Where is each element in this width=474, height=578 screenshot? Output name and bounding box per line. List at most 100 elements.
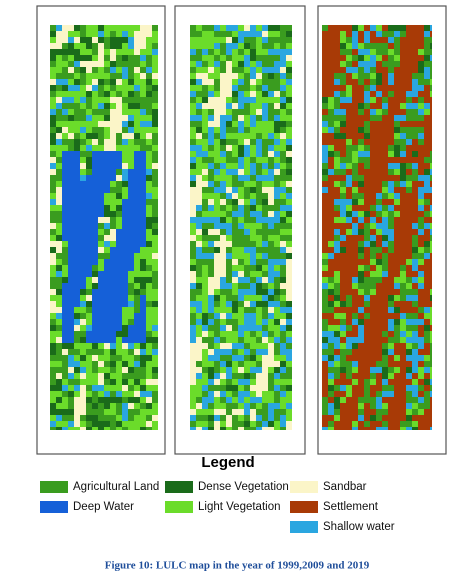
map-cell xyxy=(364,337,370,343)
map-cell xyxy=(334,133,340,139)
map-cell xyxy=(116,97,122,103)
map-cell xyxy=(80,415,86,421)
map-cell xyxy=(394,115,400,121)
map-cell xyxy=(68,61,74,67)
map-cell xyxy=(394,181,400,187)
map-cell xyxy=(250,277,256,283)
map-cell xyxy=(122,367,128,373)
map-cell xyxy=(152,181,158,187)
map-cell xyxy=(238,37,244,43)
map-cell xyxy=(388,361,394,367)
map-cell xyxy=(262,397,268,403)
map-cell xyxy=(406,343,412,349)
map-cell xyxy=(376,307,382,313)
map-cell xyxy=(140,223,146,229)
map-cell xyxy=(262,115,268,121)
map-cell xyxy=(220,253,226,259)
map-cell xyxy=(152,409,158,415)
map-cell xyxy=(340,67,346,73)
map-cell xyxy=(152,127,158,133)
map-cell xyxy=(250,217,256,223)
map-cell xyxy=(376,145,382,151)
map-cell xyxy=(322,325,328,331)
map-cell xyxy=(406,85,412,91)
map-cell xyxy=(220,31,226,37)
map-cell xyxy=(140,211,146,217)
map-cell xyxy=(262,301,268,307)
map-cell xyxy=(202,217,208,223)
map-cell xyxy=(208,295,214,301)
map-cell xyxy=(406,277,412,283)
map-cell xyxy=(250,421,256,427)
map-cell xyxy=(74,61,80,67)
map-cell xyxy=(220,43,226,49)
map-cell xyxy=(412,427,418,430)
map-cell xyxy=(80,301,86,307)
map-cell xyxy=(400,277,406,283)
map-cell xyxy=(98,283,104,289)
map-cell xyxy=(418,175,424,181)
map-cell xyxy=(328,319,334,325)
map-cell xyxy=(388,337,394,343)
map-cell xyxy=(352,295,358,301)
map-cell xyxy=(92,139,98,145)
map-cell xyxy=(370,277,376,283)
map-cell xyxy=(110,205,116,211)
map-cell xyxy=(214,145,220,151)
map-cell xyxy=(238,211,244,217)
map-cell xyxy=(244,73,250,79)
caption: Figure 10: LULC map in the year of 1999,… xyxy=(105,560,370,572)
map-cell xyxy=(364,409,370,415)
map-cell xyxy=(140,265,146,271)
map-cell xyxy=(250,403,256,409)
map-cell xyxy=(220,229,226,235)
map-cell xyxy=(110,217,116,223)
map-cell xyxy=(334,247,340,253)
legend-swatch xyxy=(165,481,193,493)
map-cell xyxy=(328,307,334,313)
map-cell xyxy=(244,343,250,349)
map-cell xyxy=(256,391,262,397)
map-cell xyxy=(238,277,244,283)
map-cell xyxy=(334,43,340,49)
map-cell xyxy=(86,211,92,217)
map-cell xyxy=(238,97,244,103)
map-cell xyxy=(274,385,280,391)
map-cell xyxy=(220,313,226,319)
map-cell xyxy=(352,331,358,337)
map-cell xyxy=(116,385,122,391)
map-cell xyxy=(418,193,424,199)
map-cell xyxy=(334,295,340,301)
map-cell xyxy=(232,97,238,103)
map-cell xyxy=(68,109,74,115)
map-cell xyxy=(334,49,340,55)
map-cell xyxy=(364,349,370,355)
map-cell xyxy=(334,253,340,259)
map-cell xyxy=(280,127,286,133)
map-cell xyxy=(146,367,152,373)
map-cell xyxy=(394,103,400,109)
map-cell xyxy=(430,199,432,205)
map-cell xyxy=(80,319,86,325)
map-cell xyxy=(256,109,262,115)
map-cell xyxy=(122,427,128,430)
map-cell xyxy=(50,115,56,121)
map-cell xyxy=(358,157,364,163)
map-cell xyxy=(62,289,68,295)
map-cell xyxy=(406,211,412,217)
map-cell xyxy=(382,193,388,199)
map-cell xyxy=(364,163,370,169)
map-cell xyxy=(68,43,74,49)
map-cell xyxy=(238,391,244,397)
map-cell xyxy=(134,403,140,409)
map-cell xyxy=(214,265,220,271)
map-cell xyxy=(244,61,250,67)
map-cell xyxy=(376,259,382,265)
map-cell xyxy=(146,247,152,253)
map-cell xyxy=(382,391,388,397)
map-cell xyxy=(140,253,146,259)
map-cell xyxy=(376,295,382,301)
map-cell xyxy=(202,229,208,235)
map-cell xyxy=(226,337,232,343)
map-cell xyxy=(50,271,56,277)
